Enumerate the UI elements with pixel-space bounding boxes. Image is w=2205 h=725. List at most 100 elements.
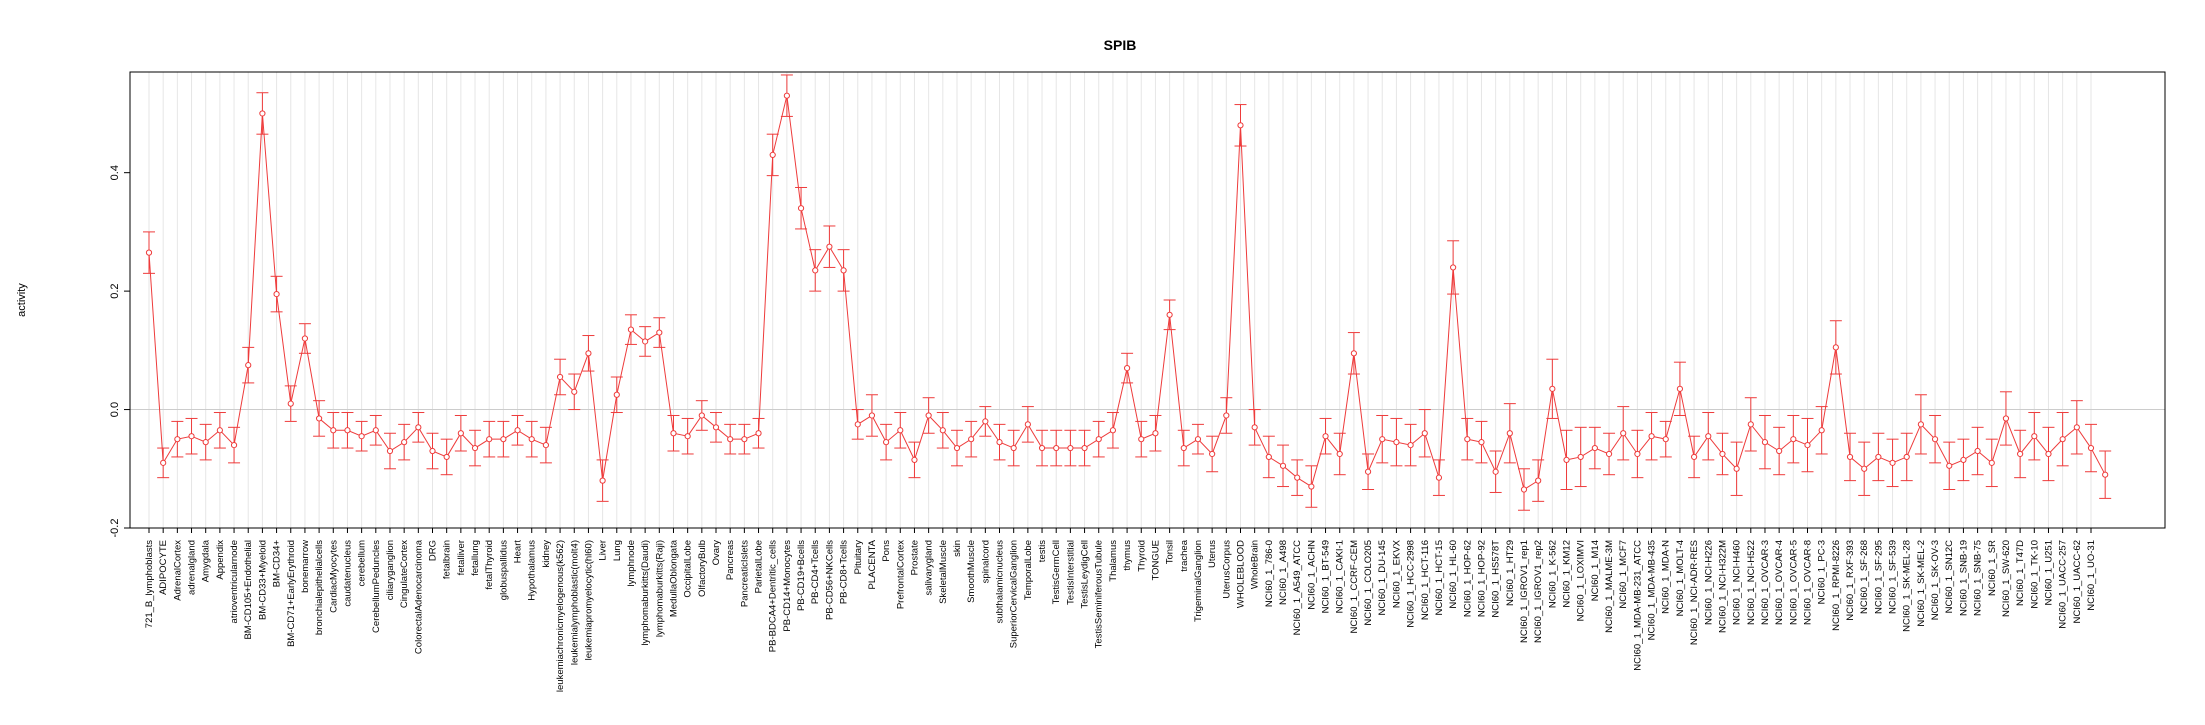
data-point — [1209, 450, 1216, 458]
x-tick-label: NCI60_1_TK-10 — [2029, 540, 2040, 609]
x-tick-label: PLACENTA — [867, 539, 878, 589]
x-tick-label: Amygdala — [201, 539, 212, 582]
x-tick-label: lymphomaburkitts(Daudi) — [640, 540, 651, 646]
x-tick-label: cerebellum — [357, 540, 368, 587]
data-point — [996, 439, 1003, 446]
x-tick-label: NCI60_1_SW-620 — [2001, 540, 2012, 617]
x-tick-label: Tonsil — [1165, 540, 1176, 564]
data-point — [344, 427, 351, 434]
data-point — [1520, 486, 1528, 493]
x-tick-label: NCI60_1_SN12C — [1944, 540, 1955, 614]
x-tick-label: bonemarrow — [300, 540, 311, 593]
data-point — [415, 424, 422, 431]
data-point — [1421, 430, 1428, 437]
data-point — [1861, 465, 1868, 472]
y-tick-label: 0.4 — [109, 165, 121, 180]
x-tick-label: adrenalgland — [187, 540, 198, 595]
data-point — [1761, 439, 1769, 446]
x-tick-label: SmoothMuscle — [966, 540, 977, 603]
data-point — [1152, 430, 1159, 437]
data-point — [216, 427, 223, 434]
x-tick-label: NCI60_1_HCT-116 — [1420, 540, 1431, 620]
x-tick-label: globuspallidus — [498, 540, 509, 600]
x-tick-label: TestisLeydigCell — [1080, 540, 1091, 609]
data-point — [1917, 421, 1924, 428]
x-tick-label: NCI60_1_T47D — [2015, 540, 2026, 606]
data-point — [1818, 427, 1825, 434]
data-point — [1946, 462, 1953, 469]
x-tick-label: NCI60_1_OVCAR-5 — [1788, 540, 1799, 625]
x-tick-label: NCI60_1_MDA-MB-231_ATCC — [1632, 540, 1643, 671]
data-point — [698, 412, 705, 419]
x-tick-label: ciliaryganglion — [385, 540, 396, 600]
data-point — [897, 427, 904, 434]
x-tick-label: NCI60_1_SNB-19 — [1958, 540, 1969, 616]
x-tick-label: NCI60_1_M14 — [1590, 540, 1601, 601]
data-point — [1067, 444, 1074, 452]
x-tick-label: TestisGermCell — [1051, 540, 1062, 604]
data-point — [1350, 350, 1357, 357]
data-point — [457, 430, 464, 437]
data-point — [1053, 444, 1060, 452]
axes-layer: -0.2 0.0 0.2 0.4 — [109, 71, 2166, 537]
x-tick-label: NCI60_1_RPMI-8226 — [1831, 540, 1842, 631]
x-tick-label: ParietalLobe — [754, 540, 765, 593]
x-tick-label: NCI60_1_786-0 — [1264, 540, 1275, 607]
x-tick-label: Ovary — [711, 540, 722, 566]
x-tick-label: NCI60_1_EKVX — [1391, 539, 1402, 608]
x-tick-label: fetalThyroid — [484, 540, 495, 590]
data-point — [797, 205, 805, 212]
data-point — [259, 110, 266, 117]
data-point — [230, 441, 238, 449]
data-point — [712, 424, 720, 431]
data-point — [287, 400, 294, 407]
data-point — [145, 249, 153, 256]
data-point — [1634, 450, 1641, 458]
x-tick-label: NCI60_1_HS578T — [1491, 540, 1502, 618]
data-point — [316, 415, 323, 422]
x-tick-label: NCI60_1_HT29 — [1505, 540, 1516, 606]
x-tick-label: NCI60_1_A498 — [1278, 540, 1289, 605]
x-tick-label: NCI60_1_SNB-75 — [1973, 540, 1984, 616]
x-tick-label: Pituitary — [853, 540, 864, 575]
x-tick-label: Heart — [513, 540, 524, 564]
data-point — [1974, 447, 1981, 455]
x-tick-label: BM-CD105+Endothelial — [243, 540, 254, 640]
data-point — [1960, 456, 1967, 463]
x-tick-label: NCI60_1_COLO205 — [1363, 540, 1374, 626]
x-tick-label: Uterus — [1207, 540, 1218, 568]
data-point — [627, 326, 635, 333]
data-point — [2073, 424, 2080, 431]
x-tick-label: NCI60_1_UACC-257 — [2058, 540, 2069, 629]
x-tick-label: fetalbrain — [442, 540, 453, 579]
x-tick-label: NCI60_1_SF-539 — [1888, 540, 1899, 614]
x-tick-label: NCI60_1_BT-549 — [1321, 540, 1332, 613]
x-tick-label: NCI60_1_SK-MEL-28 — [1902, 540, 1913, 632]
data-point — [1832, 344, 1839, 351]
x-tick-label: NCI60_1_MALME-3M — [1604, 540, 1615, 633]
data-point — [571, 388, 578, 395]
data-point — [429, 447, 436, 455]
x-tick-label: bronchialepithelialcells — [314, 540, 325, 635]
x-tick-label: NCI60_1_UO-31 — [2086, 540, 2097, 611]
data-point — [2059, 436, 2066, 443]
data-point — [613, 391, 620, 398]
x-tick-label: NCI60_1_NCI-H460 — [1732, 540, 1743, 625]
data-point — [1024, 421, 1031, 428]
data-point — [642, 338, 649, 345]
x-tick-label: PB-CD4+Tcells — [810, 540, 821, 604]
data-point — [1747, 421, 1754, 428]
data-point — [1931, 436, 1939, 443]
x-tick-label: Thyroid — [1136, 540, 1147, 572]
x-tick-label: BM-CD33+Myeloid — [257, 540, 268, 620]
data-point — [911, 456, 918, 463]
data-point — [812, 267, 819, 274]
data-point — [883, 439, 890, 446]
data-point — [1194, 436, 1202, 443]
data-point — [1251, 424, 1258, 431]
x-tick-label: Appendix — [215, 540, 226, 580]
x-tick-label: caudatenucleus — [342, 540, 353, 607]
data-point — [1407, 441, 1414, 449]
data-point — [656, 329, 663, 336]
